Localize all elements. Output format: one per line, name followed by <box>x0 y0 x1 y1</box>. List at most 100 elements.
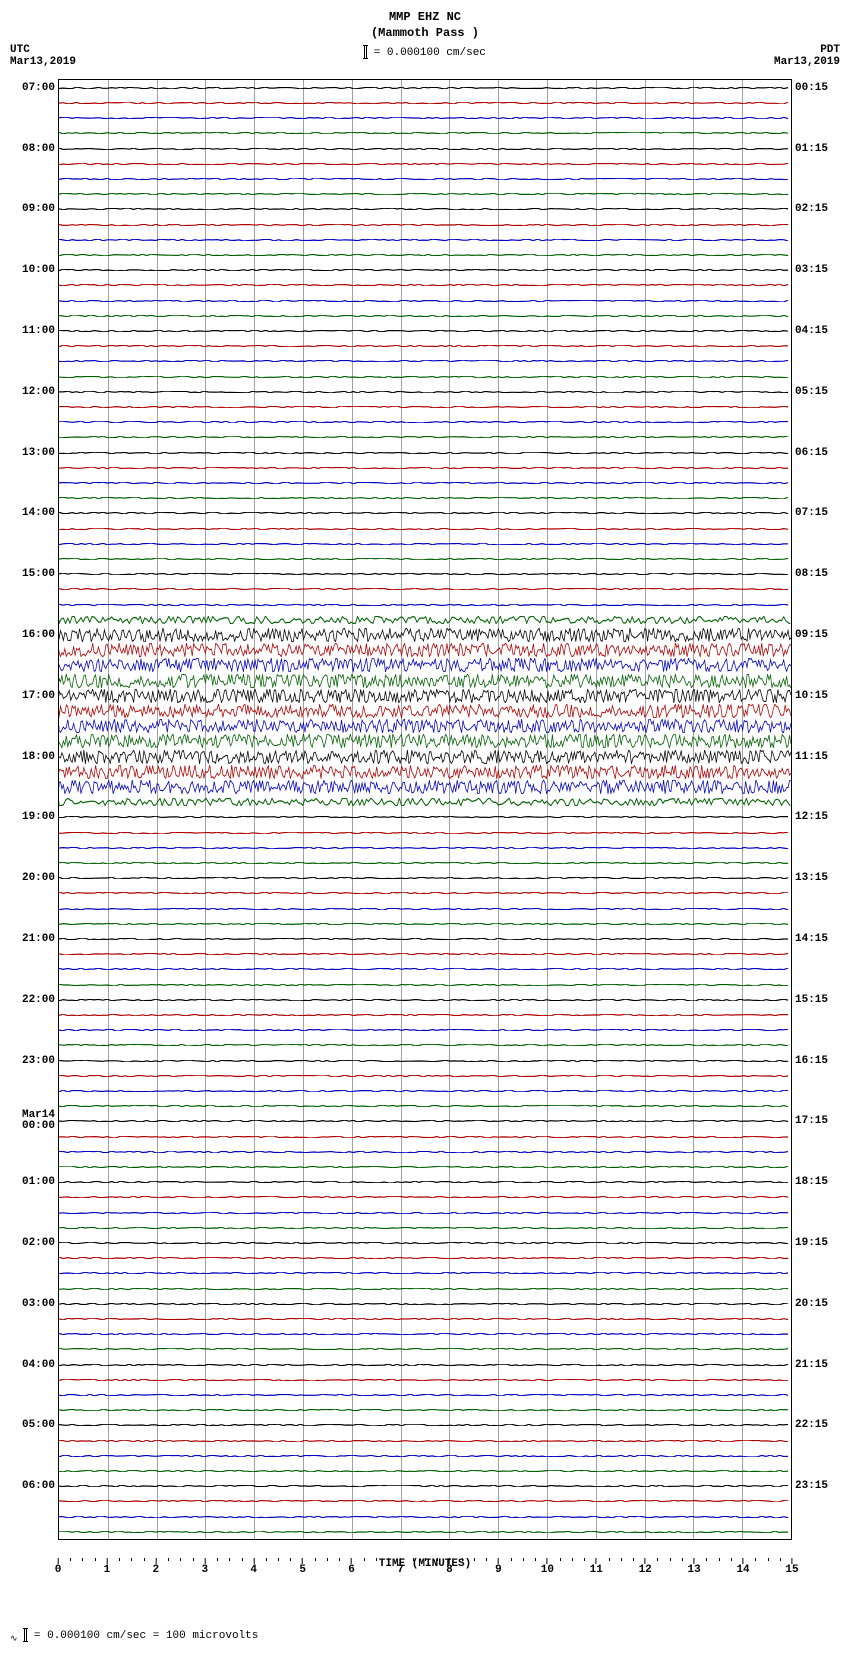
trace-row <box>59 1311 791 1326</box>
x-tick-label: 10 <box>541 1564 554 1576</box>
footer-scale-bar-icon <box>24 1628 27 1642</box>
seismic-trace <box>59 1120 791 1122</box>
pdt-time-label: 02:15 <box>791 203 828 215</box>
x-minor-tick <box>315 1558 316 1561</box>
trace-row <box>59 1342 791 1357</box>
x-tick-label: 3 <box>201 1564 208 1576</box>
x-tick-label: 4 <box>250 1564 257 1576</box>
trace-row <box>59 673 791 688</box>
pdt-time-label: 18:15 <box>791 1176 828 1188</box>
trace-row: 18:0011:15 <box>59 749 791 764</box>
x-minor-tick <box>511 1558 512 1561</box>
trace-row: 05:0022:15 <box>59 1418 791 1433</box>
trace-row: 22:0015:15 <box>59 992 791 1007</box>
helicorder-plot: 07:0000:1508:0001:1509:0002:1510:0003:15… <box>58 79 792 1540</box>
seismic-trace <box>59 832 791 834</box>
seismic-trace <box>59 953 791 955</box>
seismic-trace <box>59 421 791 423</box>
x-minor-tick <box>413 1558 414 1561</box>
pdt-time-label: 05:15 <box>791 386 828 398</box>
seismic-trace <box>59 254 791 256</box>
trace-row: Mar14 00:0017:15 <box>59 1114 791 1129</box>
seismic-trace <box>59 1014 791 1016</box>
trace-row <box>59 825 791 840</box>
x-tick: 11 <box>590 1558 603 1576</box>
x-minor-tick <box>290 1558 291 1561</box>
trace-row <box>59 1463 791 1478</box>
trace-row <box>59 369 791 384</box>
seismic-trace <box>59 968 791 970</box>
x-minor-tick <box>217 1558 218 1561</box>
seismic-trace <box>59 528 791 530</box>
x-tick-label: 11 <box>590 1564 603 1576</box>
seismic-trace <box>59 1242 791 1244</box>
trace-row: 14:0007:15 <box>59 506 791 521</box>
trace-row <box>59 1387 791 1402</box>
trace-row <box>59 1251 791 1266</box>
seismic-trace <box>59 497 791 499</box>
trace-row <box>59 551 791 566</box>
trace-row <box>59 95 791 110</box>
x-minor-tick <box>168 1558 169 1561</box>
pdt-time-label: 21:15 <box>791 1359 828 1371</box>
trace-row: 07:0000:15 <box>59 80 791 95</box>
seismic-trace <box>59 1424 791 1426</box>
x-tick-label: 15 <box>785 1564 798 1576</box>
trace-row <box>59 1129 791 1144</box>
seismic-trace <box>59 780 791 794</box>
x-tick: 4 <box>250 1558 257 1576</box>
seismic-trace <box>59 300 791 302</box>
seismic-trace <box>59 132 791 134</box>
seismic-trace <box>59 1257 791 1259</box>
trace-row <box>59 171 791 186</box>
x-minor-tick <box>621 1558 622 1561</box>
utc-time-label: 03:00 <box>22 1298 59 1310</box>
trace-row <box>59 764 791 779</box>
trace-row <box>59 703 791 718</box>
seismic-trace <box>59 908 791 910</box>
seismic-trace <box>59 1105 791 1107</box>
seismic-trace <box>59 1272 791 1274</box>
trace-row <box>59 977 791 992</box>
tz-left: UTC Mar13,2019 <box>10 44 76 68</box>
footer: ∿ = 0.000100 cm/sec = 100 microvolts <box>10 1628 840 1644</box>
x-minor-tick <box>731 1558 732 1561</box>
seismic-trace <box>59 984 791 986</box>
seismic-trace <box>59 734 791 748</box>
trace-row: 12:0005:15 <box>59 384 791 399</box>
x-minor-tick <box>180 1558 181 1561</box>
tz-right-date: Mar13,2019 <box>774 56 840 68</box>
utc-time-label: 10:00 <box>22 264 59 276</box>
seismic-trace <box>59 1044 791 1046</box>
trace-row: 21:0014:15 <box>59 931 791 946</box>
x-minor-tick <box>229 1558 230 1561</box>
seismic-trace <box>59 1029 791 1031</box>
trace-row <box>59 399 791 414</box>
trace-row <box>59 1205 791 1220</box>
x-minor-tick <box>706 1558 707 1561</box>
seismic-trace <box>59 512 791 514</box>
seismic-trace <box>59 1227 791 1229</box>
seismic-trace <box>59 1288 791 1290</box>
pdt-time-label: 22:15 <box>791 1419 828 1431</box>
seismic-trace <box>59 436 791 438</box>
seismic-trace <box>59 360 791 362</box>
seismic-trace <box>59 1303 791 1305</box>
trace-row <box>59 415 791 430</box>
trace-row <box>59 643 791 658</box>
seismic-trace <box>59 938 791 940</box>
pdt-time-label: 01:15 <box>791 143 828 155</box>
trace-row <box>59 962 791 977</box>
scale-bar-icon <box>364 45 367 59</box>
seismic-trace <box>59 1364 791 1366</box>
trace-row <box>59 947 791 962</box>
utc-time-label: 23:00 <box>22 1055 59 1067</box>
trace-row <box>59 719 791 734</box>
x-minor-tick <box>327 1558 328 1561</box>
seismic-trace <box>59 1531 791 1533</box>
x-minor-tick <box>572 1558 573 1561</box>
trace-row: 16:0009:15 <box>59 627 791 642</box>
utc-time-label: 08:00 <box>22 143 59 155</box>
trace-row <box>59 1144 791 1159</box>
pdt-time-label: 13:15 <box>791 872 828 884</box>
